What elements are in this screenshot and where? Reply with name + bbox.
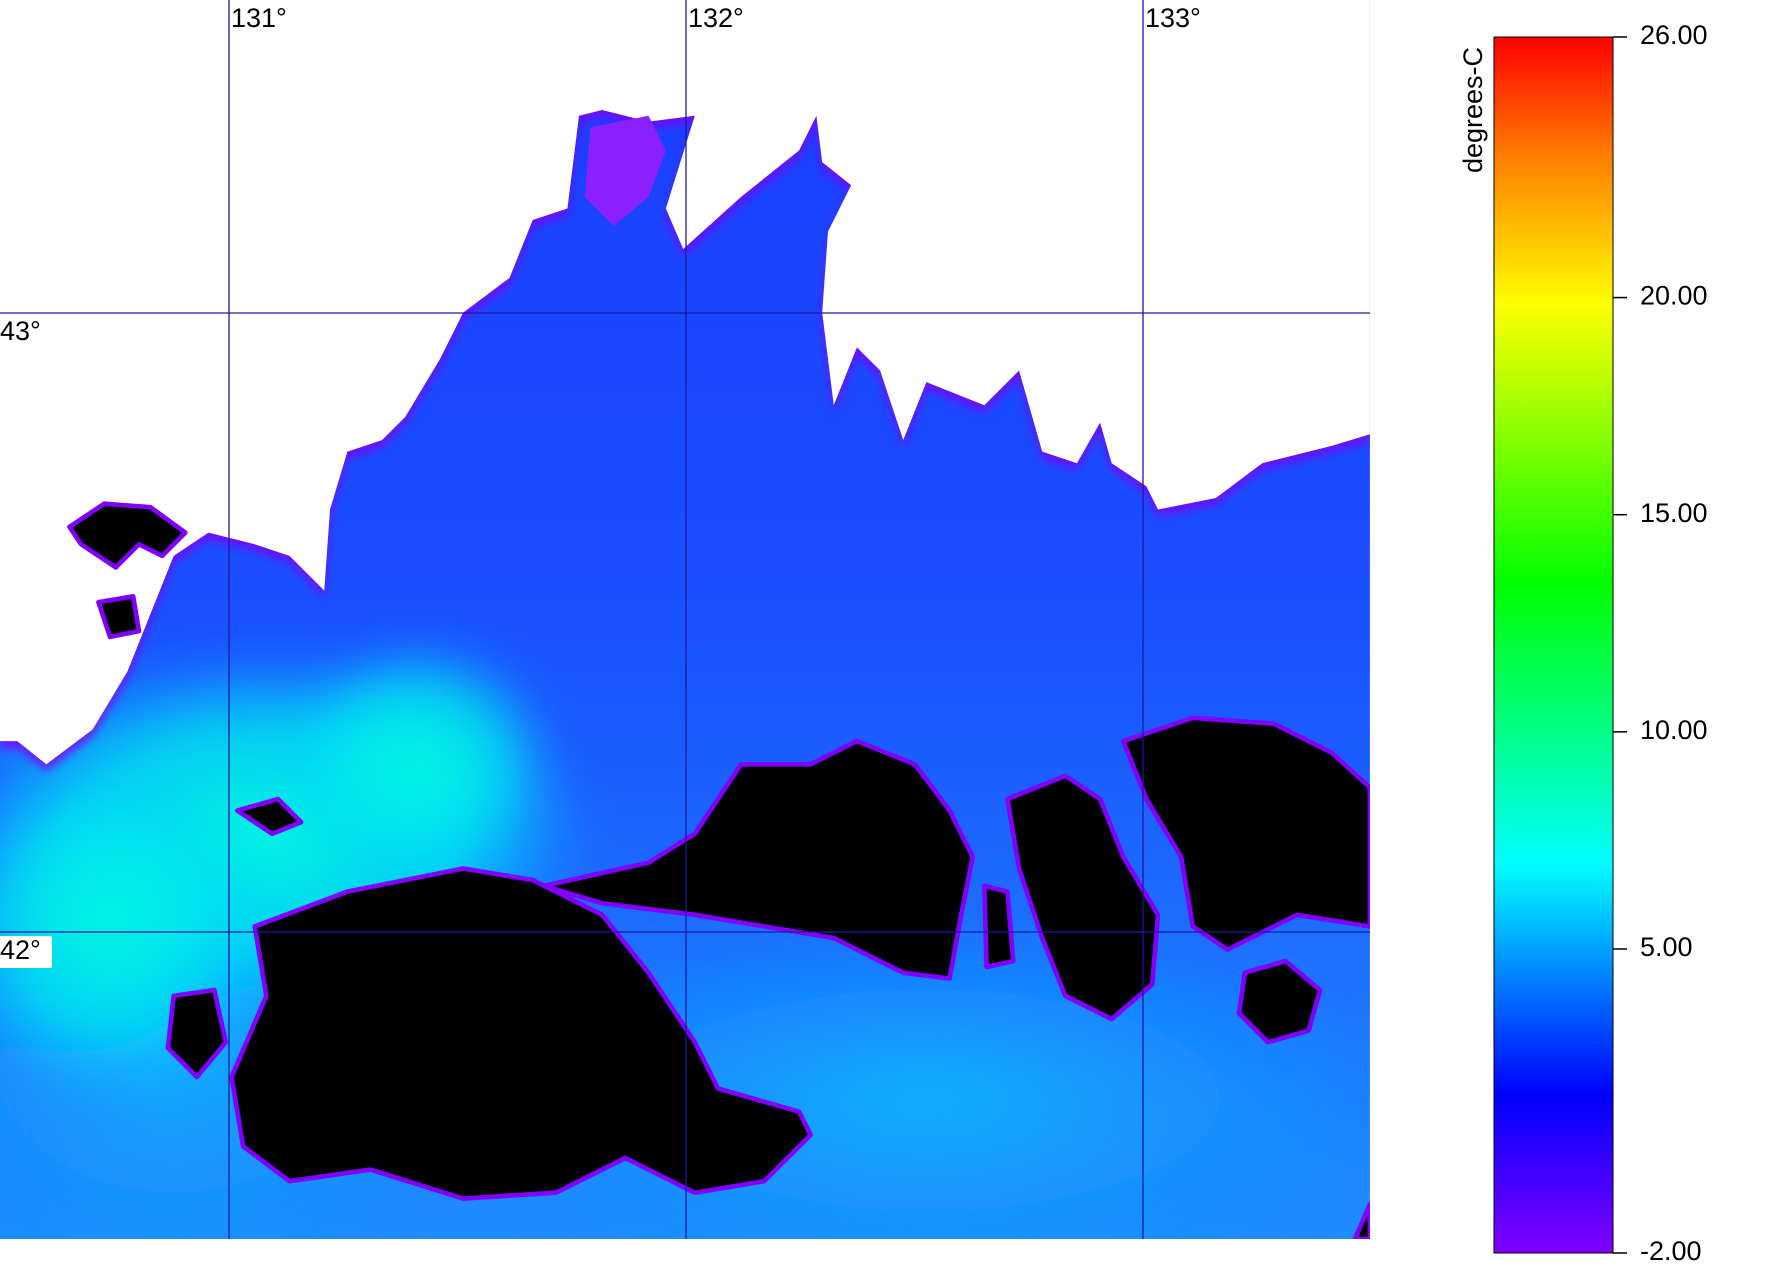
colorbar-tick-label: 10.00 — [1640, 715, 1708, 745]
colorbar-tick-label: -2.00 — [1640, 1236, 1702, 1266]
colorbar-tick-label: 20.00 — [1640, 281, 1708, 311]
colorbar-tick-label: 15.00 — [1640, 498, 1708, 528]
lon-label: 132° — [688, 3, 744, 33]
lon-label: 131° — [231, 3, 287, 33]
lat-label: 43° — [0, 316, 41, 346]
graticule — [0, 0, 1370, 1239]
lon-label: 133° — [1145, 3, 1201, 33]
lat-label-bg — [0, 317, 52, 349]
colorbar — [1493, 36, 1614, 1254]
lat-label-bg — [0, 936, 52, 968]
lat-label: 42° — [0, 935, 41, 965]
colorbar-tick-label: 26.00 — [1640, 20, 1708, 50]
colorbar-tick-label: 5.00 — [1640, 932, 1693, 962]
sst-map — [0, 0, 1370, 1239]
colorbar-label: degrees-C — [1458, 47, 1488, 173]
